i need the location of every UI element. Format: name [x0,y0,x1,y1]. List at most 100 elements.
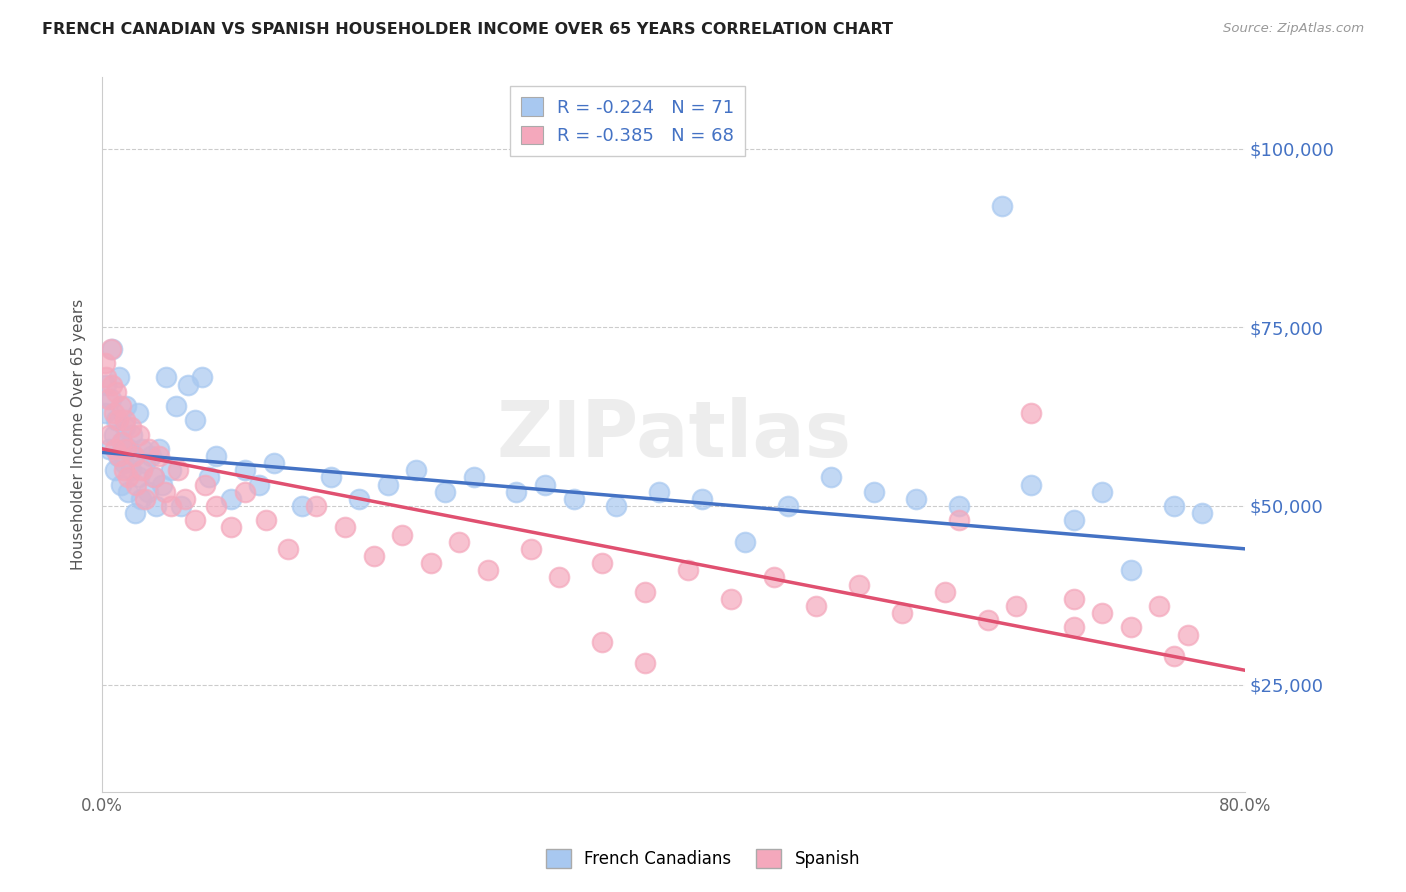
Point [349,491,371,506]
Point [96,377,118,392]
Point [1191,506,1213,520]
Point [1119,563,1142,577]
Point [905,491,928,506]
Point [148,442,170,456]
Point [139,449,162,463]
Point [112,463,135,477]
Point [233,484,256,499]
Point [170,499,193,513]
Point [776,499,799,513]
Point [1163,648,1185,663]
Point [115,399,138,413]
Point [177,377,200,392]
Text: Source: ZipAtlas.com: Source: ZipAtlas.com [1223,22,1364,36]
Point [96,370,118,384]
Point [107,449,129,463]
Point [205,449,228,463]
Point [419,556,441,570]
Point [120,463,142,477]
Point [891,606,914,620]
Point [142,470,165,484]
Point [101,377,124,392]
Point [136,484,159,499]
Point [263,456,285,470]
Point [1163,499,1185,513]
Point [1019,477,1042,491]
Point [184,413,207,427]
Point [117,484,139,499]
Point [124,506,146,520]
Point [98,442,121,456]
Point [562,491,585,506]
Text: ZIPatlas: ZIPatlas [496,397,851,473]
Point [100,392,122,406]
Point [948,513,970,527]
Point [108,449,131,463]
Point [129,491,152,506]
Point [155,370,177,384]
Point [191,370,214,384]
Point [862,484,884,499]
Point [107,413,129,427]
Point [1177,627,1199,641]
Point [477,563,499,577]
Point [108,370,131,384]
Point [690,491,713,506]
Point [114,420,136,434]
Point [112,456,135,470]
Point [762,570,785,584]
Point [127,406,149,420]
Point [159,499,181,513]
Point [194,477,217,491]
Point [391,527,413,541]
Point [120,420,142,434]
Point [118,442,141,456]
Point [520,541,543,556]
Point [167,463,190,477]
Point [405,463,427,477]
Point [128,470,150,484]
Point [591,634,613,648]
Point [848,577,870,591]
Point [363,549,385,563]
Point [1119,620,1142,634]
Point [1005,599,1028,613]
Point [676,563,699,577]
Point [463,470,485,484]
Point [449,534,471,549]
Point [205,499,228,513]
Point [142,470,165,484]
Point [110,399,132,413]
Point [720,591,742,606]
Point [1149,599,1171,613]
Point [150,477,173,491]
Point [605,499,627,513]
Legend: R = -0.224   N = 71, R = -0.385   N = 68: R = -0.224 N = 71, R = -0.385 N = 68 [510,87,745,156]
Y-axis label: Householder Income Over 65 years: Householder Income Over 65 years [72,299,86,570]
Point [145,499,167,513]
Point [377,477,399,491]
Point [148,449,170,463]
Point [820,470,842,484]
Point [98,427,121,442]
Point [125,477,148,491]
Point [1091,484,1114,499]
Point [105,413,128,427]
Point [134,456,156,470]
Point [114,413,136,427]
Point [305,499,328,513]
Point [534,477,557,491]
Point [977,613,1000,627]
Point [122,449,145,463]
Point [1063,620,1085,634]
Point [948,499,970,513]
Point [548,570,571,584]
Point [1091,606,1114,620]
Point [233,463,256,477]
Point [121,427,143,442]
Point [219,520,242,534]
Point [122,449,145,463]
Point [434,484,457,499]
Point [111,434,134,449]
Point [1063,591,1085,606]
